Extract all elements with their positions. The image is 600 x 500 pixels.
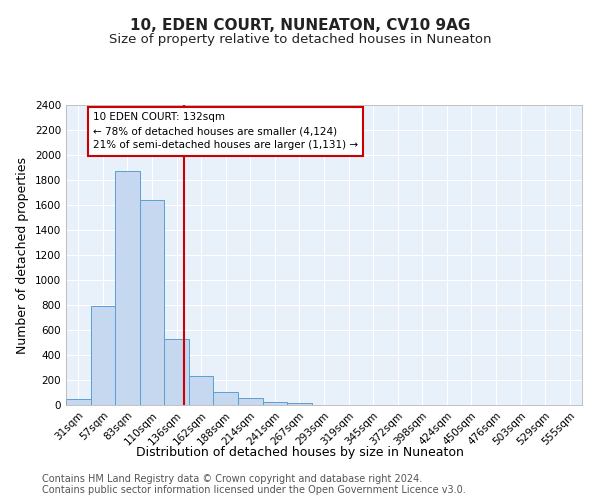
Bar	[214, 392, 238, 405]
Y-axis label: Number of detached properties: Number of detached properties	[16, 156, 29, 354]
Bar	[287, 402, 312, 405]
Bar	[66, 399, 91, 405]
Bar	[238, 398, 263, 405]
Text: Contains HM Land Registry data © Crown copyright and database right 2024.: Contains HM Land Registry data © Crown c…	[42, 474, 422, 484]
Bar	[140, 200, 164, 405]
Text: Distribution of detached houses by size in Nuneaton: Distribution of detached houses by size …	[136, 446, 464, 459]
Bar	[263, 402, 287, 405]
Bar	[91, 306, 115, 405]
Text: 10 EDEN COURT: 132sqm
← 78% of detached houses are smaller (4,124)
21% of semi-d: 10 EDEN COURT: 132sqm ← 78% of detached …	[93, 112, 358, 150]
Bar	[189, 376, 214, 405]
Bar	[115, 171, 140, 405]
Text: Contains public sector information licensed under the Open Government Licence v3: Contains public sector information licen…	[42, 485, 466, 495]
Text: 10, EDEN COURT, NUNEATON, CV10 9AG: 10, EDEN COURT, NUNEATON, CV10 9AG	[130, 18, 470, 32]
Bar	[164, 339, 189, 405]
Text: Size of property relative to detached houses in Nuneaton: Size of property relative to detached ho…	[109, 32, 491, 46]
